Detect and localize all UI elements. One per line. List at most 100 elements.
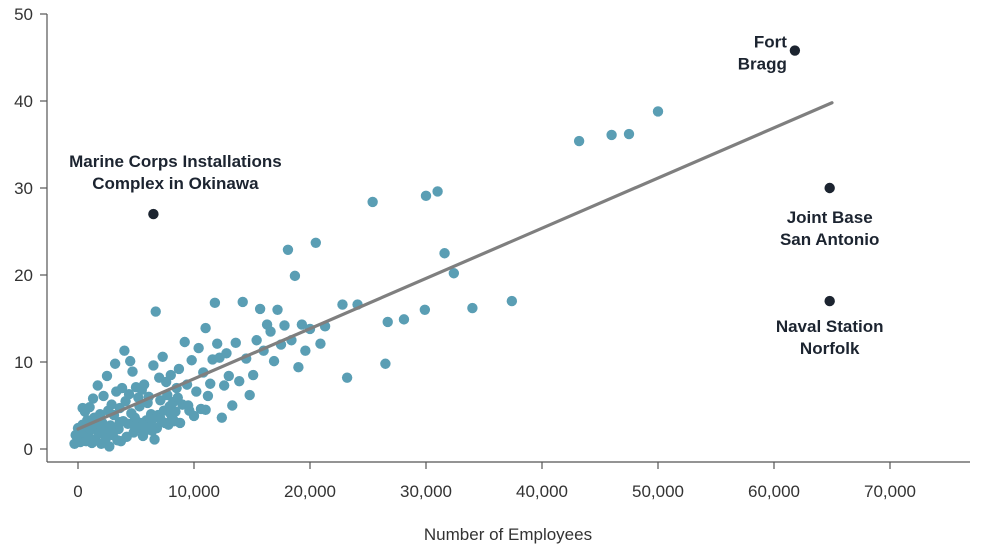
x-tick-label: 30,000 [400,482,452,501]
data-point [150,306,161,317]
data-point [209,297,221,309]
data-point [77,402,88,414]
highlight-point [824,182,835,194]
data-point [106,399,117,410]
data-point [92,380,103,391]
highlighted-points: Marine Corps Installations Complex in Oki… [69,33,883,359]
data-point [223,370,234,382]
x-tick-label: 50,000 [632,482,684,501]
x-axis-label: Number of Employees [424,525,592,544]
data-point [202,390,214,402]
data-point [652,106,664,117]
y-axis-ticks: 0 10 20 30 40 50 [14,5,47,459]
data-points [69,106,664,452]
data-point [398,314,410,325]
point-annotation: Marine Corps Installations Complex in Oki… [69,152,282,193]
highlight-point [824,295,835,307]
data-point [200,404,211,416]
data-point [193,342,204,354]
annotation-line: Norfolk [800,339,860,358]
data-point [382,316,393,328]
data-point [310,237,321,249]
data-point [129,421,141,432]
y-tick-label: 40 [14,92,33,111]
x-tick-label: 20,000 [284,482,336,501]
x-tick-label: 10,000 [168,482,220,501]
data-point [419,304,431,315]
data-point [200,322,211,334]
annotation-line: Bragg [738,55,787,74]
annotation-line: Marine Corps Installations [69,152,282,171]
data-point [282,244,294,255]
data-point [137,419,149,430]
annotation-line: Complex in Okinawa [92,174,259,193]
data-point [268,355,280,367]
data-point [191,386,202,397]
data-point [98,390,109,402]
data-point [119,345,130,356]
data-point [123,388,135,400]
data-point [315,338,326,349]
data-point [337,299,348,310]
data-point [148,360,159,371]
annotation-line: San Antonio [780,230,879,249]
data-point [165,409,176,420]
data-point [251,335,262,346]
data-point [439,248,450,259]
y-tick-label: 10 [14,353,33,372]
annotation-line: Naval Station [776,317,884,336]
data-point [106,426,117,437]
x-tick-label: 70,000 [864,482,916,501]
data-point [367,196,378,208]
data-point [380,358,391,369]
data-point [448,268,460,279]
data-point [188,410,200,422]
data-point [237,296,248,308]
data-point [623,128,635,140]
data-point [101,370,113,382]
data-point [244,389,255,401]
data-point [272,304,283,315]
highlight-point [148,208,159,220]
data-point [87,393,99,404]
data-point [279,320,290,331]
data-point [147,425,158,436]
data-point [296,319,308,330]
data-point [234,375,245,387]
data-point [218,380,230,391]
data-point [573,135,585,147]
y-tick-label: 50 [14,5,33,24]
data-point [174,417,186,429]
annotation-line: Fort [754,33,787,52]
y-tick-label: 0 [24,440,33,459]
point-annotation: Naval Station Norfolk [776,317,884,358]
highlight-point [789,45,801,56]
data-point [216,412,228,423]
data-point [341,372,353,383]
data-point [104,441,115,452]
data-point [155,413,166,424]
data-point [506,295,518,307]
x-axis-ticks: 0 10,000 20,000 30,000 40,000 50,000 60,000 70,… [73,462,916,501]
data-point [173,363,185,375]
trend-line [76,101,834,431]
y-tick-label: 30 [14,179,33,198]
data-point [293,362,304,373]
data-point [205,378,216,389]
data-point [247,369,259,381]
data-point [157,351,168,362]
annotation-line: Joint Base [787,208,873,227]
data-point [289,270,301,282]
data-point [467,302,478,314]
x-tick-label: 0 [73,482,82,501]
data-point [432,186,443,197]
x-tick-label: 60,000 [748,482,800,501]
data-point [606,129,617,141]
point-annotation: Fort Bragg [738,33,787,74]
data-point [186,355,197,366]
data-point [165,369,176,381]
data-point [109,358,121,369]
data-point [179,336,190,348]
data-point [127,366,138,377]
